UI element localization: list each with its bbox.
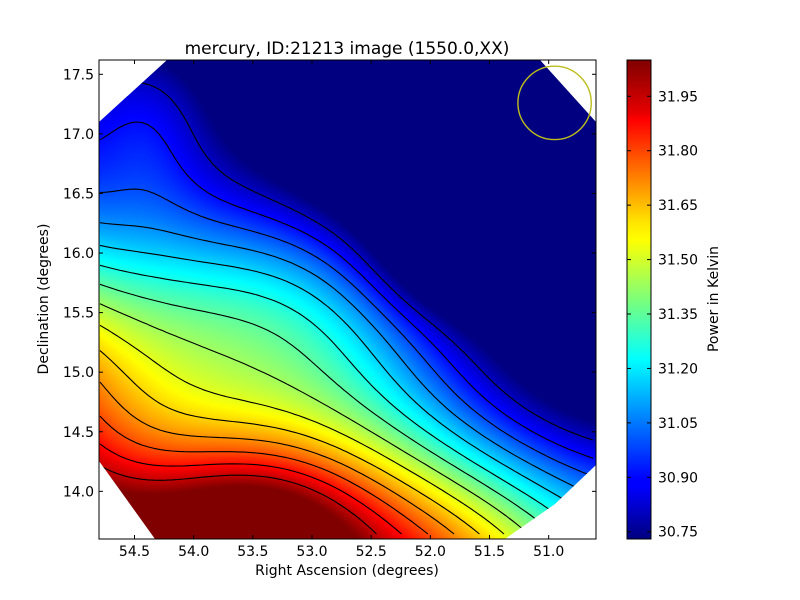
contour-line (99, 188, 594, 477)
contour-lines (99, 81, 594, 535)
y-axis: 14.0 14.5 15.0 15.5 16.0 16.5 17.0 17.5 (63, 67, 596, 500)
x-axis-label: Right Ascension (degrees) (255, 563, 439, 579)
x-tick-label: 52.0 (415, 544, 446, 560)
x-tick-label: 52.5 (356, 544, 387, 560)
y-tick-label: 17.5 (63, 67, 94, 83)
y-tick-label: 15.0 (63, 365, 94, 381)
colorbar-tick-label: 31.95 (658, 89, 698, 105)
heatmap-image (99, 60, 596, 539)
colorbar-label: Power in Kelvin (706, 246, 722, 352)
contour-line (99, 415, 429, 535)
beam-marker (517, 65, 592, 141)
x-tick-label: 53.0 (296, 544, 327, 560)
x-tick-label: 54.0 (178, 544, 209, 560)
y-tick-label: 17.0 (63, 127, 94, 143)
y-tick-label: 16.5 (63, 186, 94, 202)
y-tick-label: 16.0 (63, 246, 94, 262)
x-tick-label: 51.5 (474, 544, 505, 560)
colorbar (626, 59, 652, 540)
contour-line (99, 381, 455, 535)
colorbar-tick-label: 31.05 (658, 416, 698, 432)
contour-line (99, 264, 583, 535)
colorbar-tick-label: 31.65 (658, 198, 698, 214)
x-axis: 54.5 54.0 53.5 53.0 52.5 52.0 51.5 51.0 (119, 60, 564, 560)
colorbar-ticks: 30.75 30.90 31.05 31.20 31.35 31.50 31.65 31.80… (627, 89, 698, 541)
x-tick-label: 53.5 (237, 544, 268, 560)
contour-line (99, 350, 480, 535)
contour-line (99, 443, 402, 535)
colorbar-tick-label: 30.90 (658, 470, 698, 486)
contour-line (99, 222, 594, 497)
chart-title: mercury, ID:21213 image (1550.0,XX) (185, 39, 510, 59)
colorbar-tick-label: 30.75 (658, 525, 698, 541)
x-tick-label: 54.5 (119, 544, 150, 560)
y-tick-label: 14.5 (63, 425, 94, 441)
y-axis-label: Declination (degrees) (36, 224, 52, 375)
contour-line (99, 121, 594, 459)
contour-line (99, 283, 555, 535)
colorbar-tick-label: 31.80 (658, 144, 698, 160)
colorbar-tick-label: 31.20 (658, 361, 698, 377)
contour-line (99, 244, 594, 518)
x-tick-label: 51.0 (533, 544, 564, 560)
plot-frame (98, 59, 597, 540)
y-tick-label: 14.0 (63, 484, 94, 500)
contour-line (99, 303, 529, 535)
y-tick-label: 15.5 (63, 306, 94, 322)
colorbar-tick-label: 31.50 (658, 253, 698, 269)
colorbar-tick-label: 31.35 (658, 307, 698, 323)
contour-line (99, 324, 505, 535)
